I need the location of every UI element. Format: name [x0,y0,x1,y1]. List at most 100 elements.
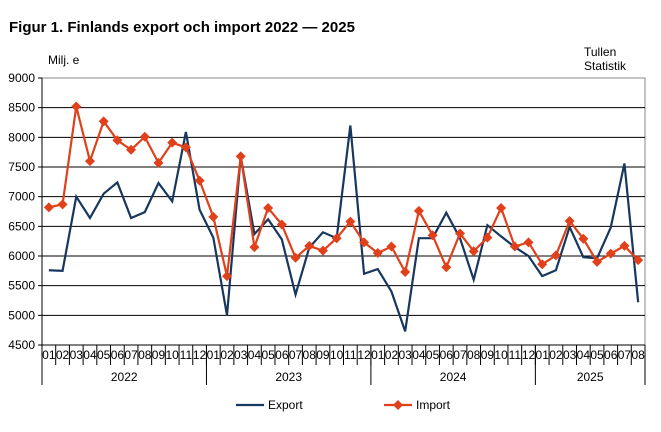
data-point-import [222,271,233,282]
series-line-import [48,106,639,277]
data-point-import [550,250,561,261]
data-point-import [537,259,548,270]
year-label: 2023 [275,370,302,384]
y-tick-label: 5000 [8,308,35,322]
y-tick-label: 6500 [8,219,35,233]
data-point-import [139,131,150,142]
data-point-import [468,246,479,257]
x-tick-label: 02 [220,348,234,362]
data-point-import [208,211,219,222]
legend-label-import: Import [416,398,451,412]
x-tick-label: 04 [577,348,591,362]
x-tick-label: 06 [275,348,289,362]
y-axis-unit: Milj. e [48,53,80,67]
data-point-import [317,245,328,256]
x-tick-label: 03 [70,348,84,362]
x-tick-label: 04 [83,348,97,362]
x-tick-label: 02 [549,348,563,362]
x-tick-label: 05 [97,348,111,362]
x-tick-label: 01 [371,348,385,362]
data-point-import [400,267,411,278]
x-tick-label: 03 [398,348,412,362]
y-tick-label: 6000 [8,249,35,263]
x-tick-label: 01 [207,348,221,362]
x-tick-label: 05 [261,348,275,362]
x-tick-label: 07 [453,348,467,362]
x-tick-label: 04 [412,348,426,362]
data-point-import [372,248,383,259]
x-tick-label: 01 [42,348,56,362]
x-tick-label: 03 [234,348,248,362]
data-point-import [235,151,246,162]
chart-title: Figur 1. Finlands export och import 2022… [9,19,355,36]
x-tick-label: 12 [522,348,536,362]
x-tick-label: 04 [248,348,262,362]
x-tick-label: 05 [426,348,440,362]
x-tick-label: 06 [604,348,618,362]
data-point-import [441,262,452,273]
x-tick-label: 09 [316,348,330,362]
data-point-import [454,228,465,239]
y-tick-label: 4500 [8,338,35,352]
y-tick-label: 7500 [8,160,35,174]
x-tick-label: 11 [180,348,193,362]
x-tick-label: 03 [563,348,577,362]
data-point-import [153,157,164,168]
data-point-import [482,232,493,243]
year-label: 2025 [577,370,604,384]
x-tick-label: 06 [111,348,125,362]
data-point-import [427,230,438,241]
series-line-export [48,125,640,332]
data-point-import [126,144,137,155]
x-tick-label: 10 [330,348,344,362]
x-tick-label: 11 [509,348,522,362]
y-tick-label: 8000 [8,130,35,144]
legend-label-export: Export [268,398,303,412]
x-tick-label: 01 [536,348,550,362]
data-point-import [619,240,630,251]
data-point-import [263,202,274,213]
data-point-import [592,256,603,267]
x-tick-label: 08 [138,348,152,362]
data-point-import [290,252,301,263]
data-point-import [331,233,342,244]
year-label: 2022 [111,370,138,384]
data-point-import [249,242,260,253]
data-point-import [564,215,575,226]
data-point-import [523,237,534,248]
x-tick-label: 07 [618,348,632,362]
x-tick-label: 02 [385,348,399,362]
year-label: 2024 [440,370,467,384]
data-point-import [578,233,589,244]
x-tick-label: 07 [124,348,138,362]
x-tick-label: 09 [152,348,166,362]
x-tick-label: 05 [590,348,604,362]
x-tick-label: 09 [481,348,495,362]
y-tick-label: 7000 [8,190,35,204]
data-point-import [180,142,191,153]
data-point-import [84,156,95,167]
data-point-import [509,241,520,252]
data-point-import [57,199,68,210]
source-line-2: Statistik [584,59,627,73]
x-tick-label: 07 [289,348,303,362]
x-tick-label: 02 [56,348,70,362]
source-label: Tullen Statistik [584,45,626,73]
data-point-import [112,135,123,146]
x-tick-label: 10 [166,348,180,362]
data-point-import [359,237,370,248]
x-tick-label: 08 [303,348,317,362]
y-tick-label: 9000 [8,71,35,85]
data-point-import [194,175,205,186]
x-tick-label: 06 [440,348,454,362]
y-tick-label: 8500 [8,101,35,115]
data-point-import [386,241,397,252]
data-point-import [633,255,644,266]
legend-marker [393,400,403,410]
x-tick-label: 08 [631,348,645,362]
data-point-import [167,137,178,148]
data-point-import [345,216,356,227]
data-point-import [496,202,507,213]
